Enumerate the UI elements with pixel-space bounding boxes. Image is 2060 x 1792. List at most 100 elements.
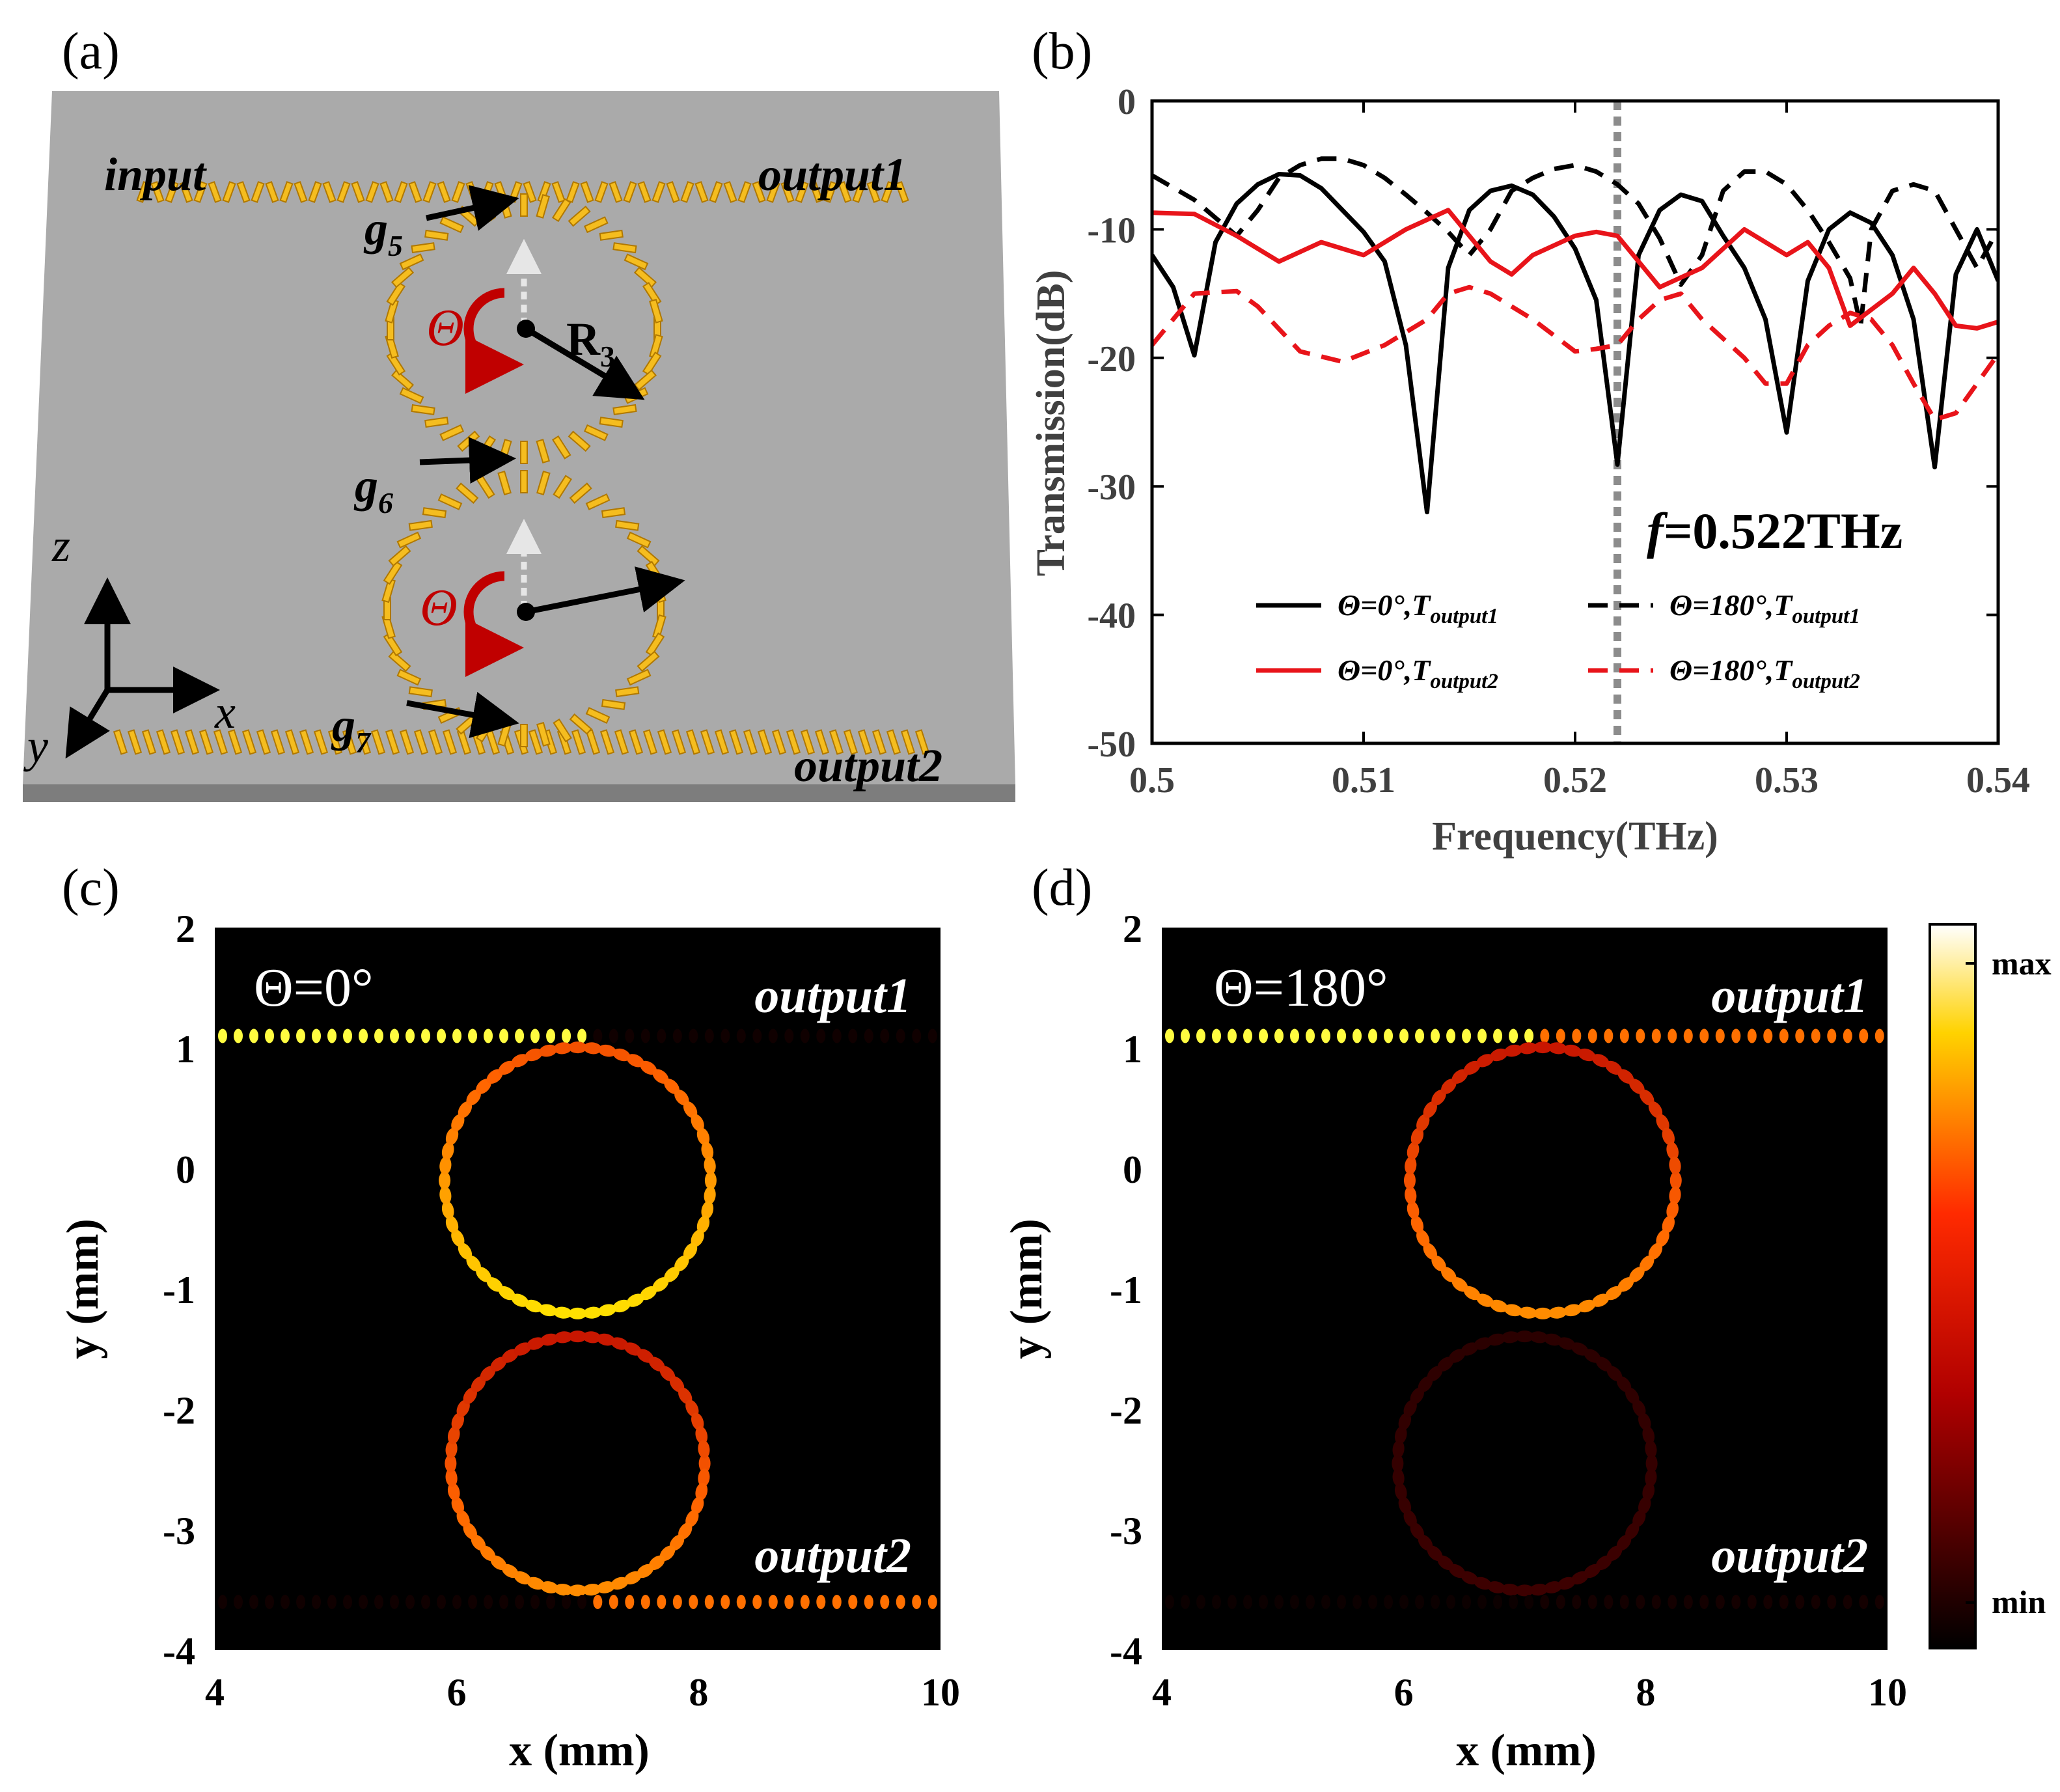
ring-field-spot <box>1662 1215 1675 1234</box>
waveguide-field-spot <box>1165 1595 1175 1609</box>
ring-field-spot <box>1645 1454 1658 1473</box>
waveguide-field-spot <box>896 1595 905 1609</box>
bottom-ring-element <box>396 669 422 686</box>
bottom-waveguide-element <box>141 729 157 755</box>
top-waveguide-element <box>780 181 795 203</box>
waveguide-field-spot <box>1181 1595 1190 1609</box>
waveguide-field-spot <box>296 1595 306 1609</box>
ring-field-spot <box>1638 1496 1651 1515</box>
ring-field-spot <box>1563 1304 1582 1317</box>
ring-field-spot <box>1530 1584 1548 1596</box>
waveguide-field-spot <box>1651 1028 1661 1043</box>
series-s1-line <box>1152 156 1998 328</box>
waveguide-field-spot <box>1477 1028 1487 1043</box>
waveguide-field-spot <box>1509 1028 1518 1043</box>
ring-field-spot <box>525 1048 543 1062</box>
top-waveguide-element <box>165 181 179 203</box>
top-waveguide-element <box>251 181 265 203</box>
bottom-ring-element <box>637 650 660 672</box>
top-ring-element <box>536 193 551 219</box>
legend-text-s1: Θ=180°,Toutput1 <box>1669 588 1860 628</box>
ring-field-spot <box>640 1060 657 1075</box>
top-waveguide-element <box>308 181 322 203</box>
y-tick-label: -4 <box>163 1630 195 1673</box>
bottom-waveguide-element <box>700 729 715 755</box>
waveguide-field-spot <box>1604 1595 1614 1609</box>
x-tick-label: 10 <box>921 1671 960 1714</box>
substrate-edge <box>23 784 1015 802</box>
axis-y-label: y <box>23 720 48 772</box>
waveguide-field-spot <box>1462 1028 1472 1043</box>
waveguide-field-spot <box>1493 1595 1503 1609</box>
bottom-ring-element <box>536 471 551 495</box>
waveguide-field-spot <box>1875 1028 1884 1043</box>
output1-label-d: output1 <box>1711 969 1868 1023</box>
x-tick-label: 6 <box>1394 1671 1414 1714</box>
top-waveguide-element <box>795 181 809 203</box>
top-waveguide-element <box>809 181 823 203</box>
waveguide-field-spot <box>1477 1595 1487 1609</box>
top-waveguide-element <box>422 181 437 203</box>
top-waveguide-element <box>408 181 422 203</box>
top-waveguide-element <box>179 181 193 203</box>
legend-text-s2: Θ=0°,Toutput2 <box>1338 654 1498 693</box>
top-waveguide-element <box>351 181 365 203</box>
waveguide-field-spot <box>1290 1595 1300 1609</box>
colorbar-max-label: max <box>1992 945 2052 982</box>
waveguide-field-spot <box>721 1595 730 1609</box>
ring-field-spot <box>1558 1577 1576 1590</box>
x-tick-label: 8 <box>1636 1671 1655 1714</box>
ring-field-spot <box>1645 1440 1657 1459</box>
ring-field-spot <box>1645 1468 1657 1487</box>
ring-field-spot <box>1394 1482 1407 1501</box>
ring-field-spot <box>1407 1142 1420 1160</box>
waveguide-field-spot <box>1274 1028 1284 1043</box>
frequency-annotation: f=0.522THz <box>1647 503 1902 559</box>
top-ring-element <box>411 242 435 254</box>
waveguide-field-spot <box>405 1595 415 1609</box>
ring-field-spot <box>466 1089 481 1106</box>
ring-center-top <box>517 320 535 338</box>
panel-b-label: (b) <box>1032 23 1092 80</box>
series-s0-line <box>1152 172 1998 515</box>
top-waveguide-element <box>594 181 609 203</box>
ring-field-spot <box>1591 1054 1610 1068</box>
top-ring-element <box>520 193 528 217</box>
waveguide-field-spot <box>374 1595 384 1609</box>
top-waveguide-element <box>236 181 251 203</box>
waveguide-field-spot <box>499 1028 509 1043</box>
series-s2-line <box>1152 208 1998 331</box>
ring-field-spot <box>447 1426 460 1444</box>
waveguide-field-spot <box>1306 1595 1315 1609</box>
waveguide-field-spot <box>1431 1595 1440 1609</box>
bottom-ring-element <box>520 724 528 747</box>
g5-label: g5 <box>363 202 403 262</box>
waveguide-field-spot <box>1353 1595 1362 1609</box>
ring-field-spot <box>597 1581 615 1593</box>
ring-field-spot <box>1490 1048 1508 1062</box>
waveguide-field-spot <box>218 1028 228 1043</box>
ring-field-spot <box>1548 1306 1567 1319</box>
waveguide-field-spot <box>1827 1595 1837 1609</box>
bottom-waveguide-element <box>528 729 543 755</box>
ring-field-spot <box>1423 1101 1437 1118</box>
bottom-waveguide-element <box>284 729 300 755</box>
waveguide-field-spot <box>864 1595 873 1609</box>
waveguide-field-spot <box>1399 1595 1409 1609</box>
bottom-waveguide-element <box>170 729 185 755</box>
bottom-waveguide-element <box>413 729 429 755</box>
x-tick-label: 0.54 <box>1966 760 2030 801</box>
panel-b: (b) 0.5 0.51 0.52 0.53 0.540-10-20-30-40-50 … <box>1029 23 2030 859</box>
waveguide-field-spot <box>1243 1028 1253 1043</box>
g6-arrow <box>419 437 516 484</box>
top-waveguide-element <box>852 181 866 203</box>
waveguide-field-spot <box>880 1595 890 1609</box>
bottom-waveguide-element <box>800 729 816 755</box>
waveguide-field-spot <box>625 1028 635 1043</box>
ring-field-spot <box>1530 1331 1548 1344</box>
waveguide-field-spot <box>1859 1028 1869 1043</box>
waveguide-field-spot <box>832 1028 842 1043</box>
top-ring-element <box>551 435 571 460</box>
bottom-ring-element <box>615 519 640 531</box>
